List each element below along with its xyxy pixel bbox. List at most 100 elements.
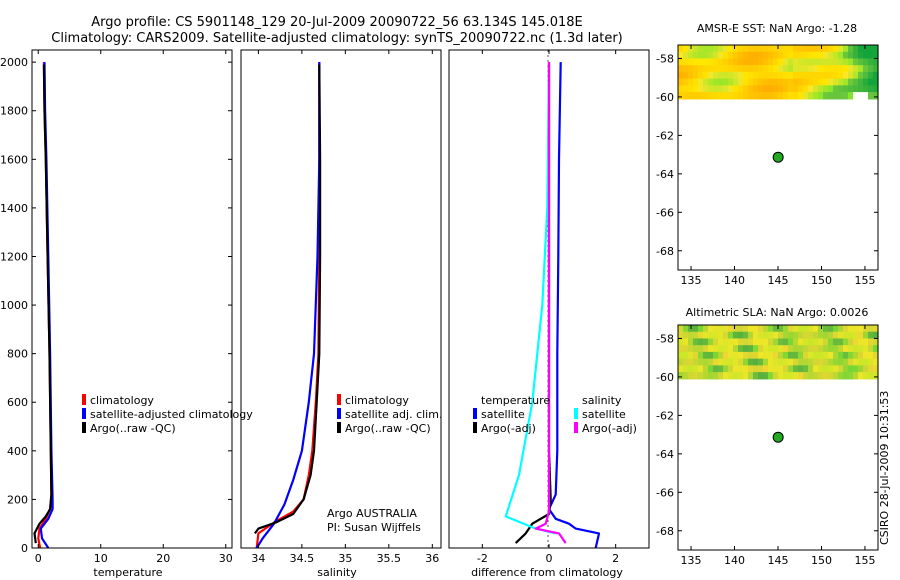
heatmap-cell [853, 65, 859, 73]
heatmap-cell [728, 51, 734, 60]
heatmap-cell [863, 338, 869, 346]
heatmap-cell [773, 338, 779, 346]
heatmap-cell [718, 92, 724, 100]
heatmap-cell [698, 345, 704, 353]
heatmap-cell [838, 58, 844, 66]
heatmap-cell [868, 78, 874, 86]
heatmap-cell [858, 372, 864, 380]
heatmap-cell [778, 78, 784, 86]
heatmap-cell [828, 351, 834, 360]
heatmap-cell [873, 78, 879, 86]
heatmap-cell [848, 65, 854, 73]
heatmap-cell [853, 345, 859, 353]
heatmap-cell [813, 331, 819, 340]
heatmap-cell [723, 338, 729, 346]
heatmap-cell [718, 331, 724, 340]
heatmap-cell [873, 45, 879, 53]
heatmap-cell [838, 65, 844, 73]
heatmap-cell [858, 365, 864, 373]
heatmap-cell [823, 92, 829, 100]
heatmap-cell [693, 45, 699, 53]
heatmap-cell [868, 65, 874, 73]
heatmap-cell [843, 85, 849, 93]
heatmap-cell [708, 372, 714, 380]
heatmap-cell [733, 78, 739, 86]
heatmap-cell [798, 85, 804, 93]
heatmap-cell [873, 331, 879, 340]
heatmap-cell [738, 51, 744, 60]
heatmap-cell [703, 351, 709, 360]
heatmap-cell [693, 51, 699, 60]
legend-title-salinity: salinity [582, 394, 622, 407]
heatmap-cell [848, 92, 854, 100]
heatmap-cell [853, 78, 859, 86]
heatmap-cell [778, 338, 784, 346]
heatmap-cell [763, 351, 769, 360]
heatmap-cell [708, 92, 714, 100]
heatmap-cell [683, 372, 689, 380]
heatmap-cell [713, 331, 719, 340]
heatmap-cell [713, 51, 719, 60]
heatmap-cell [698, 65, 704, 73]
heatmap-cell [753, 331, 759, 340]
heatmap-cell [808, 331, 814, 340]
heatmap-cell [783, 331, 789, 340]
heatmap-cell [768, 92, 774, 100]
heatmap-cell [678, 325, 684, 333]
heatmap-cell [748, 338, 754, 346]
heatmap-cell [813, 51, 819, 60]
salinity-axes: 34 34.5 35 35.5 36 [240, 49, 442, 565]
heatmap-cell [763, 325, 769, 333]
heatmap-cell [843, 338, 849, 346]
heatmap-cell [748, 345, 754, 353]
heatmap-cell [823, 85, 829, 93]
difference-legend: temperature satellite Argo(-adj) salinit… [473, 394, 637, 435]
x-tick-label: 145 [768, 554, 789, 567]
heatmap-cell [758, 78, 764, 86]
y-tick-label: -58 [656, 52, 674, 65]
heatmap-cell [838, 331, 844, 340]
heatmap-cell [723, 65, 729, 73]
heatmap-cell [808, 71, 814, 80]
heatmap-cell [838, 78, 844, 86]
heatmap-cell [803, 338, 809, 346]
heatmap-cell [718, 65, 724, 73]
heatmap-cell [783, 85, 789, 93]
heatmap-cell [718, 51, 724, 60]
heatmap-cell [753, 345, 759, 353]
heatmap-cell [778, 365, 784, 373]
heatmap-cell [843, 331, 849, 340]
heatmap-cell [698, 325, 704, 333]
heatmap-cell [778, 58, 784, 66]
heatmap-cell [823, 331, 829, 340]
heatmap-cell [743, 58, 749, 66]
heatmap-cell [748, 331, 754, 340]
heatmap-cell [678, 338, 684, 346]
heatmap-cell [678, 51, 684, 60]
heatmap-cell [798, 365, 804, 373]
heatmap-cell [798, 51, 804, 60]
heatmap-cell [708, 65, 714, 73]
heatmap-cell [803, 325, 809, 333]
heatmap-cell [693, 331, 699, 340]
heatmap-cell [738, 45, 744, 53]
heatmap-cell [738, 71, 744, 80]
heatmap-cell [743, 78, 749, 86]
heatmap-cell [833, 78, 839, 86]
heatmap-cell [868, 358, 874, 366]
heatmap-cell [783, 58, 789, 66]
heatmap-cell [773, 372, 779, 380]
heatmap-cell [783, 78, 789, 86]
y-tick-label: 0 [21, 542, 28, 555]
heatmap-cell [873, 372, 879, 380]
heatmap-cell [848, 365, 854, 373]
heatmap-cell [773, 78, 779, 86]
heatmap-cell [748, 58, 754, 66]
x-tick-label: 0 [546, 552, 553, 565]
y-tick-label: -64 [656, 448, 674, 461]
heatmap-cell [823, 351, 829, 360]
heatmap-cell [678, 351, 684, 360]
heatmap-cell [828, 92, 834, 100]
salinity-xlabel: salinity [317, 566, 357, 579]
heatmap-cell [773, 358, 779, 366]
